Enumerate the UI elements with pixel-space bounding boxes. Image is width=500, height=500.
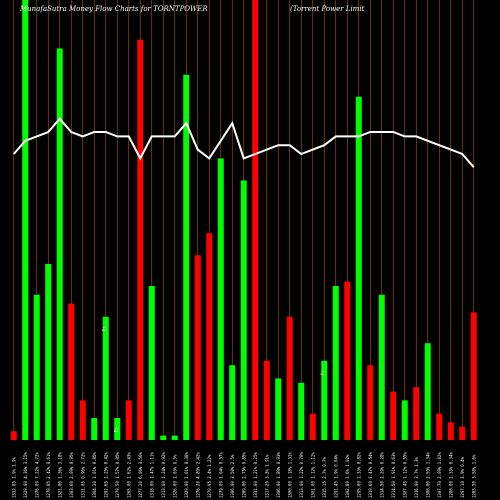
bar: [183, 74, 190, 441]
x-tick-label: 1313.00 1.22% 0.78%: [299, 452, 304, 498]
x-tick-label: 1316.00 2.7% 1.3%: [414, 456, 419, 498]
x-tick-label: 1308.00 2.59% 1.34%: [425, 452, 430, 498]
x-tick-label: 1332.85 1.9% 1.9%: [11, 456, 16, 498]
bar: [194, 255, 201, 440]
bar: [321, 360, 328, 440]
bar: [401, 400, 408, 440]
x-tick-label: 1301.00 1.12% 1.12%: [310, 452, 315, 498]
x-tick-label: 1292.65 1.25% 0.42%: [103, 452, 108, 498]
bar: [137, 39, 144, 440]
bar: [309, 413, 316, 440]
bar: [424, 343, 431, 440]
bar: [79, 400, 86, 440]
bar: [68, 303, 75, 440]
x-tick-label: 1297.10 1.9% 0.4%: [460, 456, 465, 498]
x-tick-label: 1315.15 2.7% 0.7%: [322, 456, 327, 498]
bar: [45, 264, 52, 440]
bar: [390, 391, 397, 440]
bar: [252, 0, 259, 440]
bar: [33, 294, 40, 440]
bar: [160, 435, 167, 440]
bar: [344, 281, 351, 440]
bar: [459, 426, 466, 440]
bar: [275, 378, 282, 440]
x-tick-label: 1277.20 6.06% 3.56%: [138, 452, 143, 498]
bar: [298, 382, 305, 440]
x-tick-label: 1279.00 1.04% 0.57%: [218, 452, 223, 498]
bars: [10, 0, 477, 441]
bar-label: Ei: [320, 370, 325, 375]
price-line: [12, 117, 475, 168]
bar: [22, 0, 29, 440]
bar: [148, 286, 155, 440]
x-tick-label: 1304.20 1.01% 0.85%: [92, 452, 97, 498]
x-tick-label: 1288.00 1.33% 0.34%: [448, 452, 453, 498]
x-tick-label: 1314.50 2.29% 0.28%: [379, 452, 384, 498]
bar: [355, 96, 362, 441]
bar: [125, 400, 132, 440]
x-tick-label: 1329.00 4.36% 3.15%: [23, 452, 28, 498]
x-tick-label: 1331.00 1.21% 0.25%: [253, 452, 258, 498]
bar: [240, 180, 247, 440]
x-tick-label: 1329.00 1.01% 0.38%: [184, 452, 189, 498]
bar-labels: Ei Ei Ei: [102, 326, 326, 433]
x-tick-labels: 1332.85 1.9% 1.9% 1329.00 4.36% 3.15% 1276…: [11, 452, 476, 498]
bar: [102, 316, 109, 440]
bar: [171, 435, 178, 440]
x-tick-label: 1276.00 7.22% 4.72%: [34, 452, 39, 498]
x-tick-label: 1307.70 2.09% 1.82%: [437, 452, 442, 498]
x-tick-label: 1306.00 2.58% 2.5%: [230, 454, 235, 498]
bar: [263, 360, 270, 440]
bar-label: Ei: [102, 326, 107, 331]
bar: [10, 431, 17, 440]
chart-title: MunafaSutra Money Flow Charts for TORNTP…: [19, 5, 208, 13]
x-tick-label: 1314.50 1.91% 0.63%: [391, 452, 396, 498]
bar: [229, 365, 236, 440]
x-tick-label: 1306.00 1.89% 0.93%: [276, 452, 281, 498]
x-tick-label: 1311.05 0.96% 2.72%: [80, 452, 85, 498]
bar: [332, 286, 339, 440]
bar: [470, 312, 477, 440]
x-tick-label: 1295.00 1.33% 0.82%: [356, 452, 361, 498]
x-tick-label: 1291.45 1.9% 0.04%: [333, 454, 338, 498]
x-tick-label: 1279.50 1.57% 0.85%: [115, 452, 120, 498]
bar: [367, 365, 374, 440]
x-tick-label: 1302.80 1.6% 1.02%: [345, 454, 350, 498]
x-tick-label: 1265.00 1.62% 2.43%: [126, 452, 131, 498]
x-tick-label: 1278.85 2.42% 0.61%: [46, 452, 51, 498]
x-tick-label: 1318.00 1.47% 1.11%: [149, 452, 154, 498]
x-tick-label: 1289.00 2.75% 0.85%: [241, 452, 246, 498]
bar: [378, 294, 385, 440]
x-tick-label: 1313.00 1.24% 0.92%: [161, 452, 166, 498]
bar: [206, 233, 213, 440]
x-tick-label: 1276.20 4.89% 2.42%: [195, 452, 200, 498]
x-tick-label: 1321.00 1.36% 3.18%: [57, 452, 62, 498]
bar: [286, 316, 293, 440]
x-tick-label: 1303.60 2.09% 0.95%: [69, 452, 74, 498]
bar: [91, 418, 98, 440]
x-tick-label: 1270.95 2.4% 1.22%: [207, 454, 212, 498]
x-tick-label: 1300.00 1.18% 1.31%: [287, 452, 292, 498]
x-tick-label: 1326.00 1.03% 0.5%: [172, 454, 177, 498]
x-tick-label: 1319.60 1.47% 0.54%: [368, 452, 373, 498]
bar: [56, 48, 63, 441]
bar: [114, 418, 121, 440]
chart-subtitle: (Torrent Power Limit: [290, 5, 365, 13]
bar: [413, 387, 420, 440]
x-tick-label: 1307.45 1.12% 0.55%: [402, 452, 407, 498]
bar: [217, 158, 224, 440]
x-tick-label: 1317.20 3.3% 1.91%: [264, 454, 269, 498]
price-line-layer: [12, 117, 475, 168]
bar: [447, 422, 454, 440]
x-tick-label: 1283.50 3.58% 1.6%: [471, 454, 476, 498]
bar: [436, 413, 443, 440]
bar-label: Ei: [113, 427, 118, 432]
